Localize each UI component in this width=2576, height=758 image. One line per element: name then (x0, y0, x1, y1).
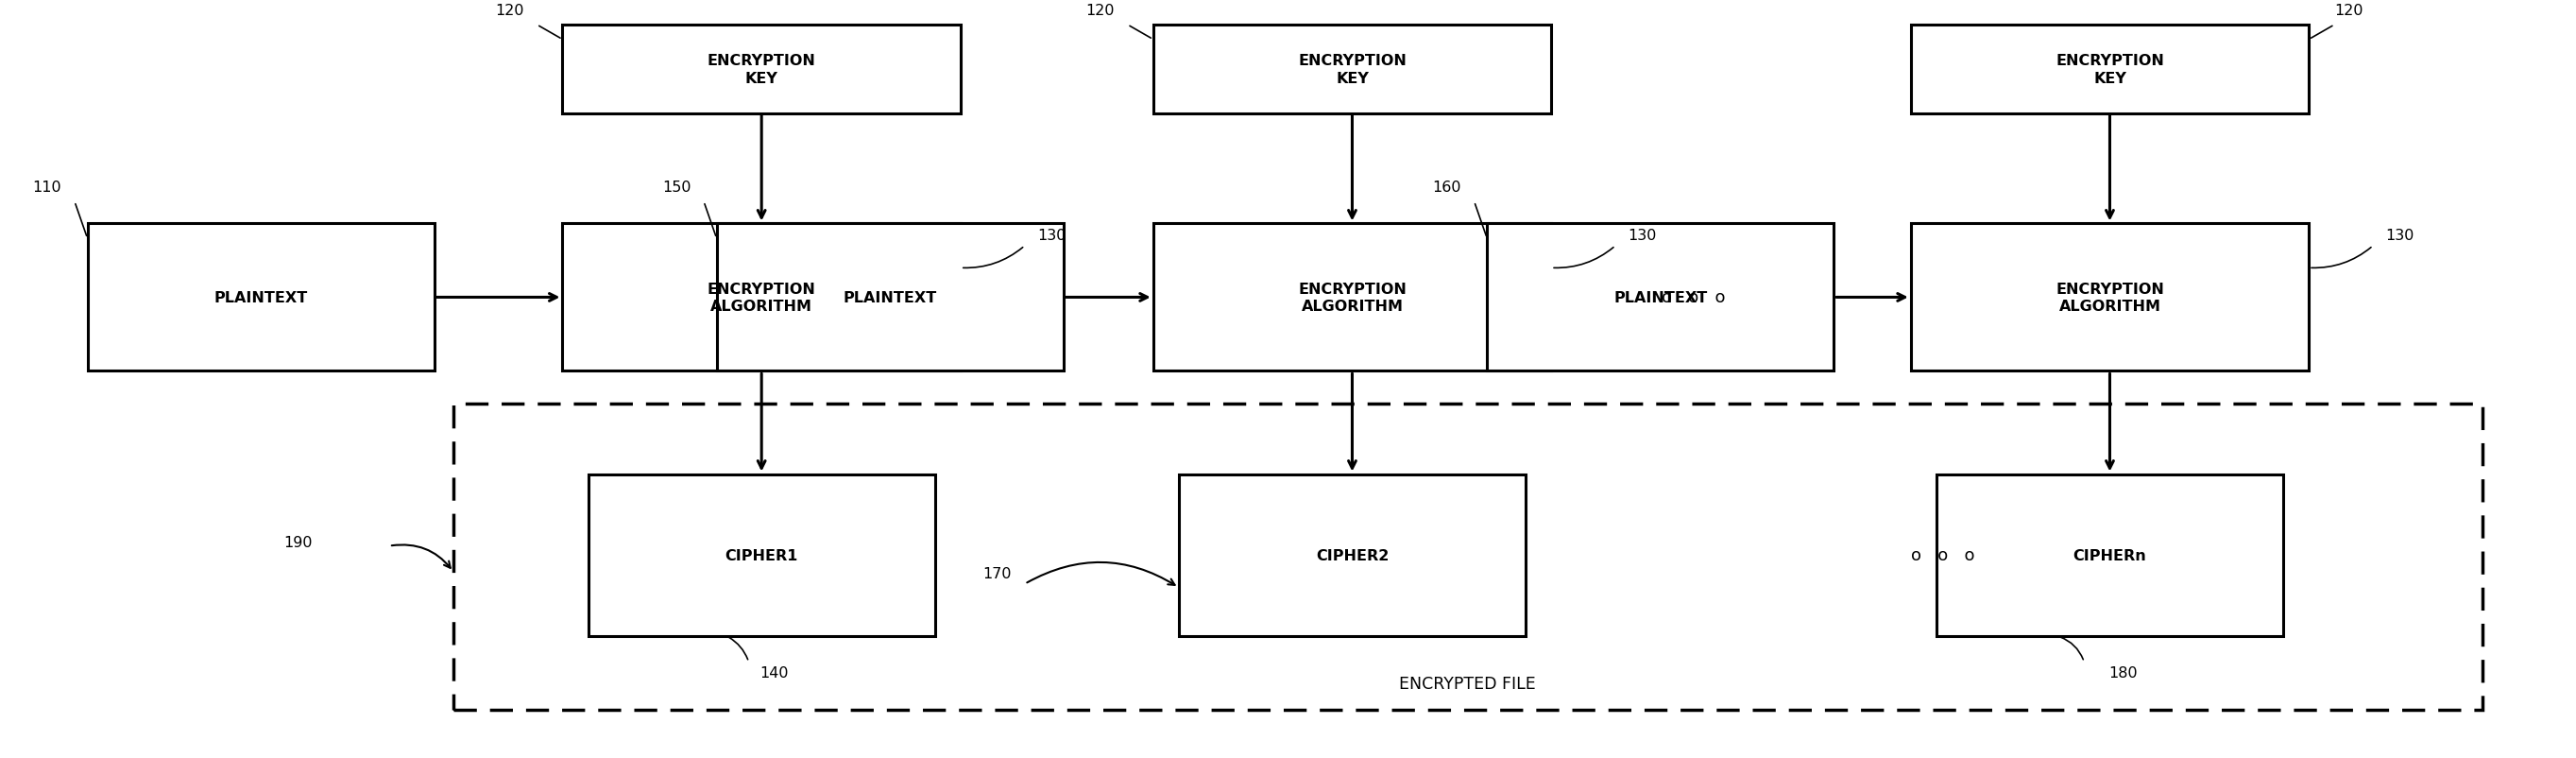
Text: 150: 150 (662, 180, 690, 195)
Text: 130: 130 (1628, 228, 1656, 243)
Text: 190: 190 (283, 535, 312, 550)
FancyBboxPatch shape (587, 475, 935, 636)
Text: 110: 110 (33, 180, 62, 195)
FancyBboxPatch shape (1911, 26, 2308, 114)
Text: PLAINTEXT: PLAINTEXT (842, 290, 938, 305)
FancyBboxPatch shape (1486, 224, 1834, 371)
Text: 120: 120 (1087, 4, 1115, 18)
Text: PLAINTEXT: PLAINTEXT (1613, 290, 1708, 305)
Text: 180: 180 (2107, 666, 2138, 680)
Text: 120: 120 (2334, 4, 2362, 18)
Text: 140: 140 (760, 666, 788, 680)
Text: 130: 130 (2385, 228, 2414, 243)
Text: PLAINTEXT: PLAINTEXT (214, 290, 307, 305)
Text: 120: 120 (495, 4, 523, 18)
Text: CIPHERn: CIPHERn (2074, 548, 2146, 562)
FancyBboxPatch shape (1180, 475, 1525, 636)
Text: ENCRYPTION
KEY: ENCRYPTION KEY (708, 54, 817, 86)
FancyBboxPatch shape (716, 224, 1064, 371)
FancyBboxPatch shape (1911, 224, 2308, 371)
FancyBboxPatch shape (453, 405, 2483, 710)
Text: o   o   o: o o o (1911, 547, 1976, 564)
Text: 130: 130 (1038, 228, 1066, 243)
FancyBboxPatch shape (1937, 475, 2282, 636)
Text: ENCRYPTION
KEY: ENCRYPTION KEY (2056, 54, 2164, 86)
Text: ENCRYPTION
ALGORITHM: ENCRYPTION ALGORITHM (1298, 282, 1406, 314)
Text: o   o   o: o o o (1662, 290, 1726, 306)
FancyBboxPatch shape (1154, 26, 1551, 114)
Text: CIPHER1: CIPHER1 (724, 548, 799, 562)
Text: ENCRYPTION
ALGORITHM: ENCRYPTION ALGORITHM (708, 282, 817, 314)
Text: 170: 170 (984, 566, 1012, 581)
FancyBboxPatch shape (1154, 224, 1551, 371)
Text: ENCRYPTION
ALGORITHM: ENCRYPTION ALGORITHM (2056, 282, 2164, 314)
Text: CIPHER2: CIPHER2 (1316, 548, 1388, 562)
Text: ENCRYPTED FILE: ENCRYPTED FILE (1399, 675, 1535, 691)
FancyBboxPatch shape (562, 26, 961, 114)
FancyBboxPatch shape (562, 224, 961, 371)
Text: 160: 160 (1432, 180, 1461, 195)
Text: ENCRYPTION
KEY: ENCRYPTION KEY (1298, 54, 1406, 86)
FancyBboxPatch shape (88, 224, 435, 371)
